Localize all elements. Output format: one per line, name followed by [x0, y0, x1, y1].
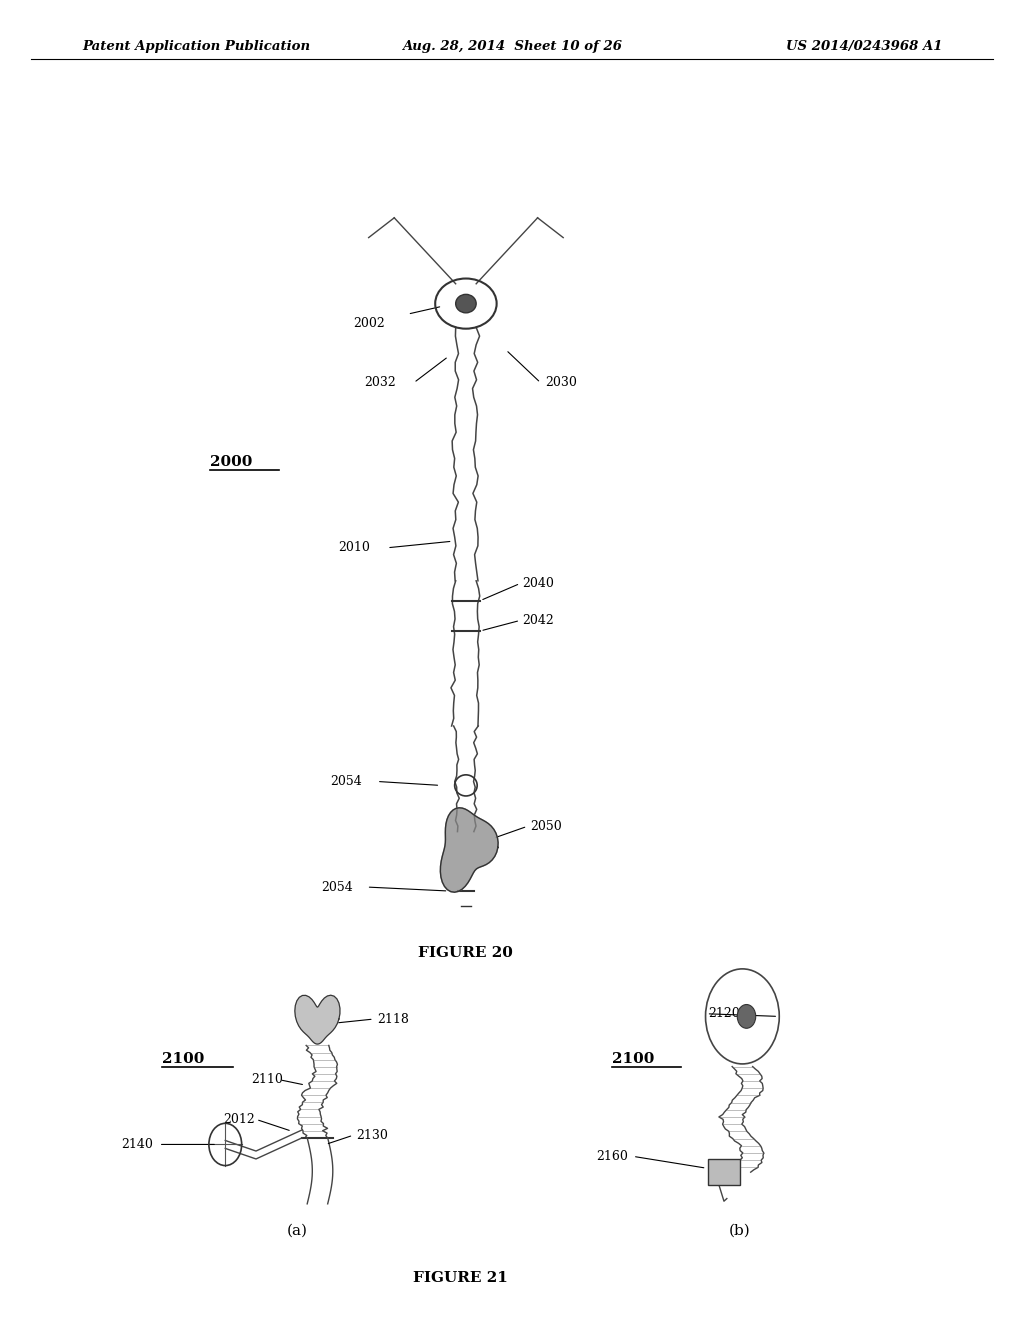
Text: 2120: 2120 — [709, 1007, 740, 1020]
Text: 2110: 2110 — [251, 1073, 283, 1086]
Text: Aug. 28, 2014  Sheet 10 of 26: Aug. 28, 2014 Sheet 10 of 26 — [402, 40, 622, 53]
Text: 2100: 2100 — [162, 1052, 204, 1065]
Text: FIGURE 20: FIGURE 20 — [419, 946, 513, 960]
Text: US 2014/0243968 A1: US 2014/0243968 A1 — [785, 40, 942, 53]
FancyBboxPatch shape — [708, 1159, 740, 1185]
Text: 2160: 2160 — [596, 1150, 628, 1163]
Text: 2012: 2012 — [223, 1113, 255, 1126]
Text: 2042: 2042 — [522, 614, 554, 627]
Text: 2030: 2030 — [545, 376, 577, 389]
Text: 2100: 2100 — [612, 1052, 654, 1065]
Polygon shape — [440, 808, 498, 892]
Text: Patent Application Publication: Patent Application Publication — [82, 40, 310, 53]
Text: 2140: 2140 — [121, 1138, 153, 1151]
Text: 2118: 2118 — [377, 1012, 409, 1026]
Text: 2002: 2002 — [353, 317, 385, 330]
Text: 2032: 2032 — [365, 376, 396, 389]
Text: FIGURE 21: FIGURE 21 — [414, 1271, 508, 1284]
Text: 2040: 2040 — [522, 577, 554, 590]
Text: 2054: 2054 — [322, 880, 353, 894]
Text: 2130: 2130 — [356, 1129, 388, 1142]
Polygon shape — [295, 995, 340, 1044]
Text: (a): (a) — [287, 1224, 307, 1237]
Text: 2010: 2010 — [338, 541, 370, 554]
Ellipse shape — [456, 294, 476, 313]
Text: 2000: 2000 — [210, 455, 252, 469]
Text: 2050: 2050 — [530, 820, 562, 833]
Text: (b): (b) — [728, 1224, 751, 1237]
Text: 2054: 2054 — [330, 775, 361, 788]
Circle shape — [737, 1005, 756, 1028]
